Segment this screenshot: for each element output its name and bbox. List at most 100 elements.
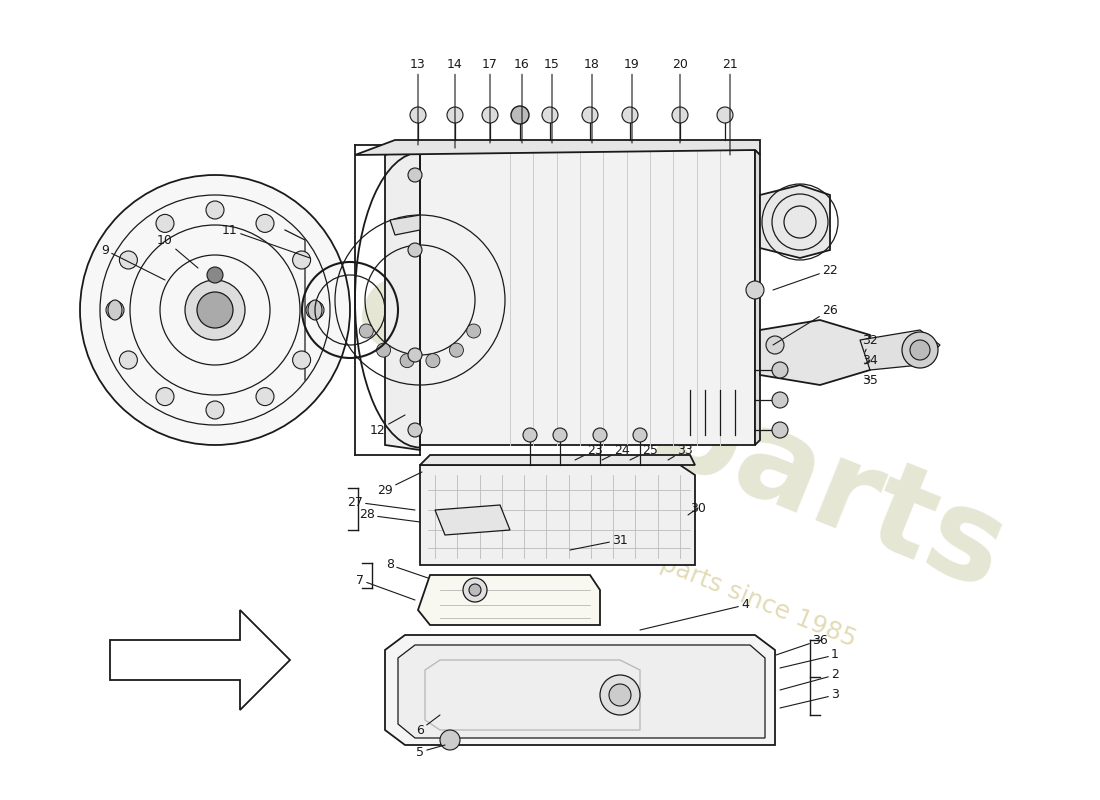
Text: 9: 9 — [101, 243, 165, 280]
Text: 2: 2 — [780, 669, 839, 690]
Circle shape — [600, 675, 640, 715]
Polygon shape — [755, 150, 760, 445]
Circle shape — [593, 428, 607, 442]
Circle shape — [376, 343, 390, 357]
Circle shape — [120, 251, 138, 269]
Polygon shape — [418, 575, 600, 625]
Circle shape — [766, 336, 784, 354]
Circle shape — [408, 423, 422, 437]
Text: 25: 25 — [630, 443, 658, 460]
Polygon shape — [420, 455, 695, 465]
Circle shape — [746, 281, 764, 299]
Circle shape — [197, 292, 233, 328]
Text: 1: 1 — [780, 649, 839, 668]
Circle shape — [772, 422, 788, 438]
Polygon shape — [760, 185, 830, 258]
Polygon shape — [390, 215, 420, 235]
Text: 20: 20 — [672, 58, 688, 143]
Circle shape — [772, 362, 788, 378]
Circle shape — [440, 730, 460, 750]
Text: 8: 8 — [386, 558, 428, 578]
Circle shape — [185, 280, 245, 340]
Text: 32: 32 — [862, 334, 878, 352]
Circle shape — [106, 301, 124, 319]
Text: 16: 16 — [514, 58, 530, 143]
Text: 22: 22 — [773, 263, 838, 290]
Text: 5: 5 — [416, 745, 446, 758]
Circle shape — [609, 684, 631, 706]
Circle shape — [410, 107, 426, 123]
Circle shape — [408, 348, 422, 362]
Text: 19: 19 — [624, 58, 640, 143]
Circle shape — [902, 332, 938, 368]
Circle shape — [672, 107, 688, 123]
Ellipse shape — [108, 300, 122, 320]
Text: europarts: europarts — [337, 245, 1023, 615]
Text: 27: 27 — [348, 495, 415, 510]
Text: 30: 30 — [688, 502, 706, 515]
Text: 23: 23 — [575, 443, 603, 460]
Circle shape — [256, 214, 274, 232]
Polygon shape — [420, 465, 695, 565]
Circle shape — [582, 107, 598, 123]
Circle shape — [482, 107, 498, 123]
Text: 36: 36 — [776, 634, 828, 655]
Circle shape — [466, 324, 481, 338]
Circle shape — [512, 106, 529, 124]
Circle shape — [80, 175, 350, 445]
Text: 29: 29 — [377, 472, 422, 497]
Circle shape — [293, 251, 310, 269]
Polygon shape — [385, 145, 420, 450]
Polygon shape — [760, 320, 870, 385]
Circle shape — [632, 428, 647, 442]
Circle shape — [206, 201, 224, 219]
Text: 26: 26 — [773, 303, 838, 345]
Polygon shape — [398, 645, 764, 738]
Text: 12: 12 — [370, 415, 405, 437]
Ellipse shape — [308, 300, 322, 320]
Circle shape — [156, 214, 174, 232]
Circle shape — [156, 388, 174, 406]
Circle shape — [512, 107, 528, 123]
Circle shape — [621, 107, 638, 123]
Circle shape — [408, 243, 422, 257]
Circle shape — [447, 107, 463, 123]
Text: 4: 4 — [640, 598, 749, 630]
Text: 14: 14 — [447, 58, 463, 148]
Circle shape — [360, 324, 373, 338]
Circle shape — [772, 392, 788, 408]
Text: 31: 31 — [570, 534, 628, 550]
Text: 7: 7 — [356, 574, 415, 600]
Text: 35: 35 — [862, 374, 878, 386]
Polygon shape — [434, 505, 510, 535]
Text: a passion for parts since 1985: a passion for parts since 1985 — [500, 488, 860, 652]
Text: 10: 10 — [157, 234, 198, 268]
Circle shape — [717, 107, 733, 123]
Text: 28: 28 — [359, 509, 420, 522]
Circle shape — [306, 301, 324, 319]
Polygon shape — [355, 140, 760, 155]
Circle shape — [469, 584, 481, 596]
Circle shape — [463, 578, 487, 602]
Text: 15: 15 — [544, 58, 560, 143]
Polygon shape — [395, 150, 755, 445]
Circle shape — [206, 401, 224, 419]
Text: 6: 6 — [416, 715, 440, 737]
Polygon shape — [385, 635, 776, 745]
Text: 13: 13 — [410, 58, 426, 145]
Circle shape — [293, 351, 310, 369]
Text: 21: 21 — [722, 58, 738, 155]
Text: 11: 11 — [222, 223, 310, 258]
Circle shape — [207, 267, 223, 283]
Circle shape — [450, 343, 463, 357]
Text: 33: 33 — [668, 443, 693, 460]
Circle shape — [408, 168, 422, 182]
Circle shape — [522, 428, 537, 442]
Circle shape — [400, 354, 414, 368]
Circle shape — [256, 388, 274, 406]
Polygon shape — [860, 330, 940, 370]
Text: 18: 18 — [584, 58, 600, 143]
Circle shape — [542, 107, 558, 123]
Text: 3: 3 — [780, 689, 839, 708]
Circle shape — [426, 354, 440, 368]
